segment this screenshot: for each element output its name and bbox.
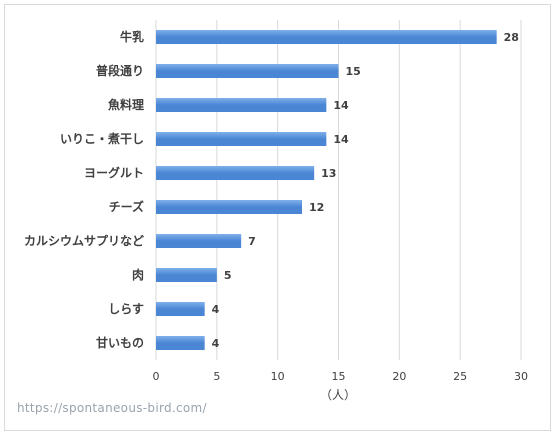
category-label: しらす <box>108 302 144 316</box>
bar <box>156 64 339 78</box>
category-labels: 牛乳普段通り魚料理いりこ・煮干しヨーグルトチーズカルシウムサプリなど肉しらす甘い… <box>24 29 144 350</box>
data-label: 14 <box>333 133 349 146</box>
category-label: 甘いもの <box>96 335 144 350</box>
bar <box>156 166 315 180</box>
data-label: 4 <box>212 303 220 316</box>
x-tick-label: 25 <box>453 370 467 383</box>
x-tick-label: 10 <box>271 370 285 383</box>
x-tick-label: 30 <box>514 370 528 383</box>
x-tick-label: 15 <box>332 370 346 383</box>
x-tick-label: 5 <box>213 370 220 383</box>
data-label: 13 <box>321 167 336 180</box>
category-label: いりこ・煮干し <box>60 131 144 146</box>
x-tick-label: 20 <box>392 370 406 383</box>
category-label: 肉 <box>132 267 144 282</box>
x-tick-label: 0 <box>153 370 160 383</box>
watermark-url: https://spontaneous-bird.com/ <box>17 401 207 415</box>
bar <box>156 98 327 112</box>
data-label: 14 <box>333 99 349 112</box>
data-label: 15 <box>346 65 361 78</box>
bar <box>156 234 242 248</box>
bar <box>156 336 205 350</box>
bar <box>156 30 497 44</box>
category-label: 牛乳 <box>120 29 144 44</box>
data-label: 5 <box>224 269 232 282</box>
x-axis-title: （人） <box>320 388 356 402</box>
bar <box>156 302 205 316</box>
bar <box>156 200 302 214</box>
data-label: 7 <box>248 235 256 248</box>
x-tick-labels: 0 5 10 15 20 25 30 <box>153 370 529 383</box>
data-labels: 28 15 14 14 13 12 7 5 4 4 <box>212 31 519 350</box>
category-label: チーズ <box>109 199 144 214</box>
category-label: 普段通り <box>96 63 144 78</box>
data-label: 4 <box>212 337 220 350</box>
category-label: カルシウムサプリなど <box>24 233 144 248</box>
bars <box>156 30 497 350</box>
bar <box>156 268 217 282</box>
bar <box>156 132 327 146</box>
category-label: ヨーグルト <box>84 165 144 180</box>
data-label: 28 <box>504 31 519 44</box>
category-label: 魚料理 <box>108 97 144 112</box>
data-label: 12 <box>309 201 324 214</box>
